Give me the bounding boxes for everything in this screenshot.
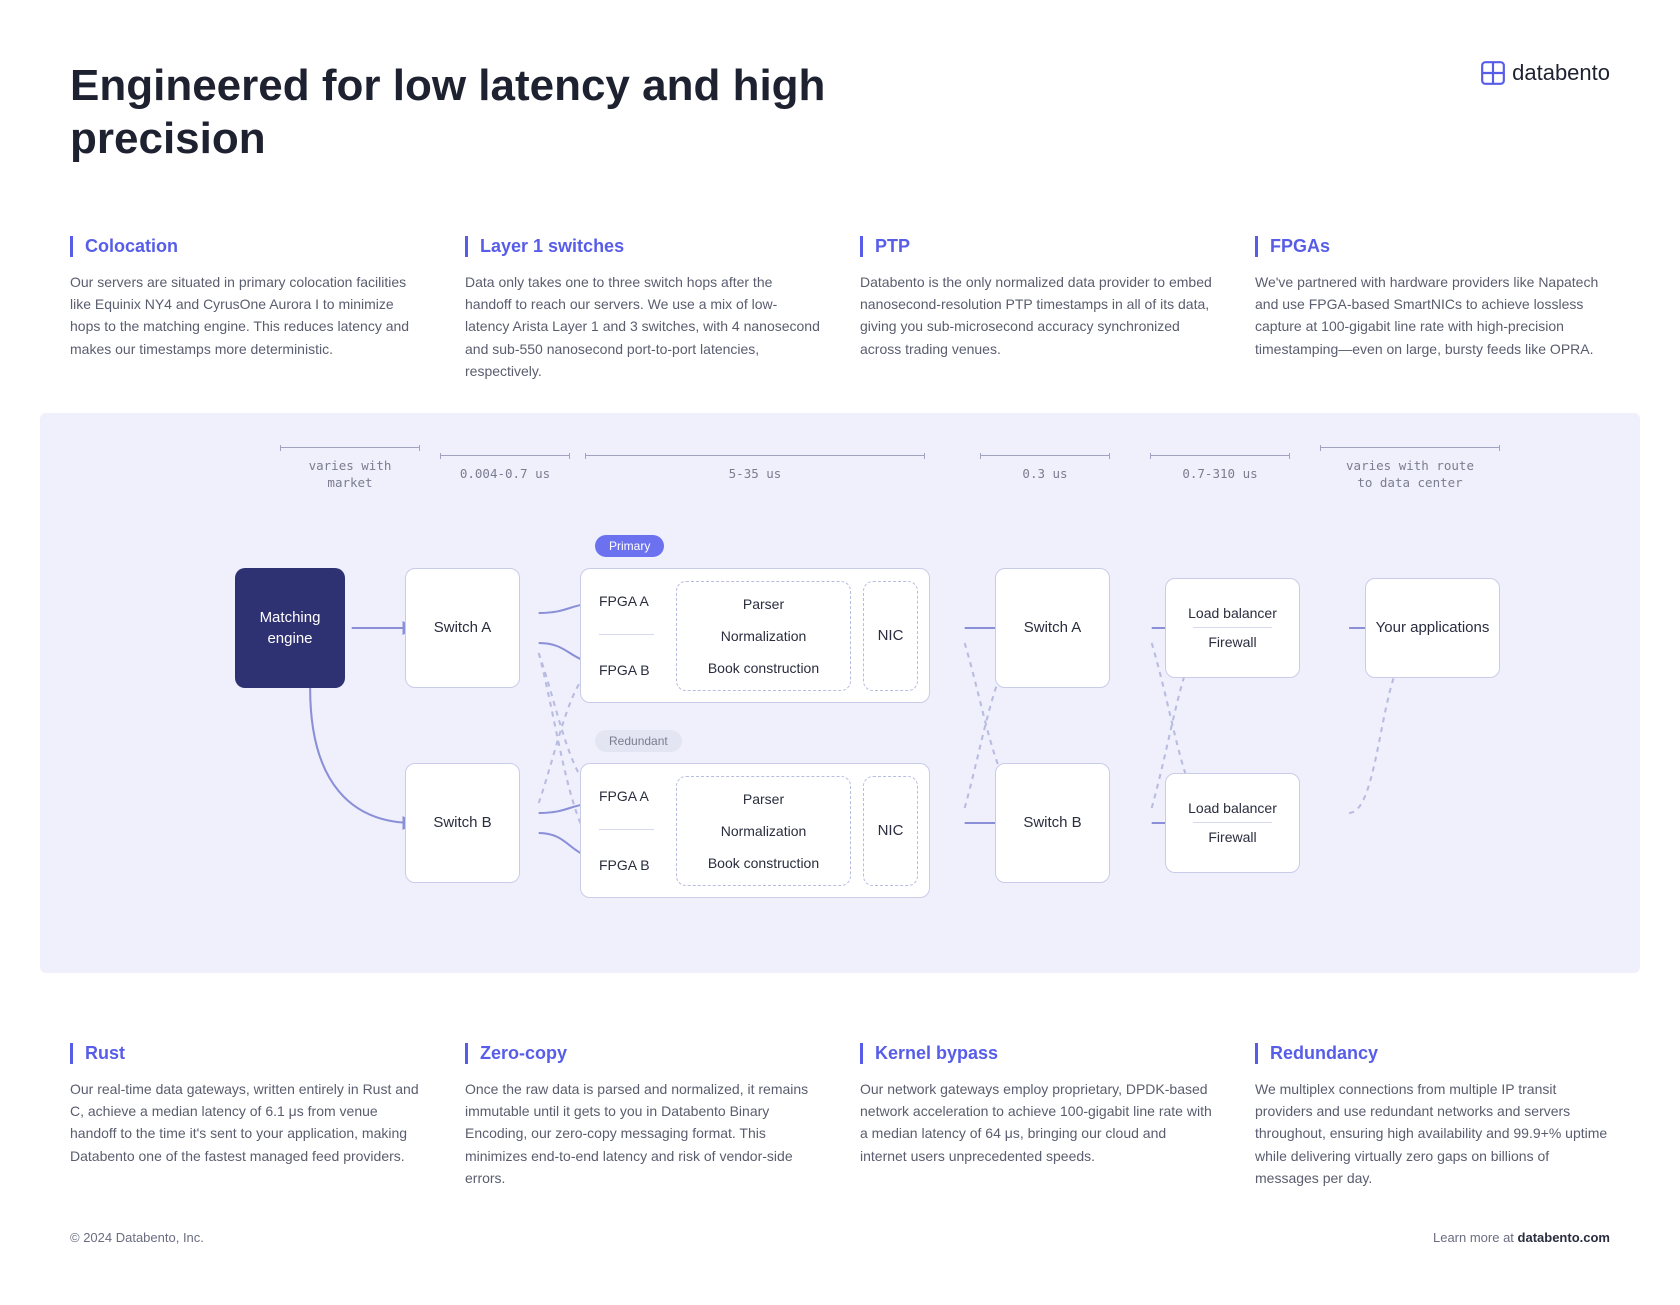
label-lb: Load balancer — [1188, 599, 1277, 627]
timing-lb: 0.7-310 us — [1150, 453, 1290, 483]
node-lb-primary: Load balancer Firewall — [1165, 578, 1300, 678]
features-bottom: Rust Our real-time data gateways, written… — [70, 1043, 1610, 1190]
label-normalization: Normalization — [721, 817, 807, 845]
feature-heading: Rust — [70, 1043, 425, 1064]
label-fpga-a-r: FPGA A — [599, 782, 649, 810]
timing-switch: 0.004-0.7 us — [440, 453, 570, 483]
brand-logo: databento — [1480, 60, 1610, 86]
timing-processing: 5-35 us — [585, 453, 925, 483]
node-parser-redundant: Parser Normalization Book construction — [676, 776, 851, 886]
label-book: Book construction — [708, 654, 819, 682]
label-fpga-b: FPGA B — [599, 656, 650, 684]
label-parser: Parser — [743, 785, 784, 813]
node-lb-redundant: Load balancer Firewall — [1165, 773, 1300, 873]
databento-icon — [1480, 60, 1506, 86]
timing-route: varies with route to data center — [1320, 445, 1500, 492]
feature-heading: Kernel bypass — [860, 1043, 1215, 1064]
timing-varies-market: varies with market — [280, 445, 420, 492]
timing-nic: 0.3 us — [980, 453, 1110, 483]
footer-learn-more: Learn more at databento.com — [1433, 1230, 1610, 1245]
feature-heading: PTP — [860, 236, 1215, 257]
label-fw: Firewall — [1208, 823, 1256, 851]
feature-body: Our network gateways employ proprietary,… — [860, 1078, 1215, 1168]
footer-copyright: © 2024 Databento, Inc. — [70, 1230, 204, 1245]
node-your-apps: Your applications — [1365, 578, 1500, 678]
pill-redundant: Redundant — [595, 730, 682, 752]
feature-body: We multiplex connections from multiple I… — [1255, 1078, 1610, 1190]
label-fw: Firewall — [1208, 628, 1256, 656]
feature-heading: Zero-copy — [465, 1043, 820, 1064]
feature-body: We've partnered with hardware providers … — [1255, 271, 1610, 361]
node-matching-engine: Matching engine — [235, 568, 345, 688]
label-parser: Parser — [743, 590, 784, 618]
features-top: Colocation Our servers are situated in pr… — [70, 236, 1610, 383]
node-nic-redundant: NIC — [863, 776, 918, 886]
node-switch-a: Switch A — [405, 568, 520, 688]
page-title: Engineered for low latency and high prec… — [70, 60, 870, 166]
feature-body: Once the raw data is parsed and normaliz… — [465, 1078, 820, 1190]
feature-body: Data only takes one to three switch hops… — [465, 271, 820, 383]
label-book: Book construction — [708, 849, 819, 877]
node-parser-primary: Parser Normalization Book construction — [676, 581, 851, 691]
label-fpga-a: FPGA A — [599, 587, 649, 615]
label-fpga-b-r: FPGA B — [599, 851, 650, 879]
node-nic-primary: NIC — [863, 581, 918, 691]
node-switch-b: Switch B — [405, 763, 520, 883]
label-normalization: Normalization — [721, 622, 807, 650]
footer-link[interactable]: databento.com — [1518, 1230, 1610, 1245]
node-switch-a2: Switch A — [995, 568, 1110, 688]
feature-body: Databento is the only normalized data pr… — [860, 271, 1215, 361]
feature-heading: FPGAs — [1255, 236, 1610, 257]
feature-heading: Layer 1 switches — [465, 236, 820, 257]
architecture-diagram: varies with market 0.004-0.7 us 5-35 us … — [40, 413, 1640, 973]
feature-body: Our servers are situated in primary colo… — [70, 271, 425, 361]
label-lb: Load balancer — [1188, 794, 1277, 822]
feature-body: Our real-time data gateways, written ent… — [70, 1078, 425, 1168]
pill-primary: Primary — [595, 535, 664, 557]
feature-heading: Redundancy — [1255, 1043, 1610, 1064]
page-footer: © 2024 Databento, Inc. Learn more at dat… — [70, 1230, 1610, 1245]
feature-heading: Colocation — [70, 236, 425, 257]
group-primary: FPGA A FPGA B Parser Normalization Book … — [580, 568, 930, 703]
group-redundant: FPGA A FPGA B Parser Normalization Book … — [580, 763, 930, 898]
node-switch-b2: Switch B — [995, 763, 1110, 883]
brand-text: databento — [1512, 60, 1610, 86]
